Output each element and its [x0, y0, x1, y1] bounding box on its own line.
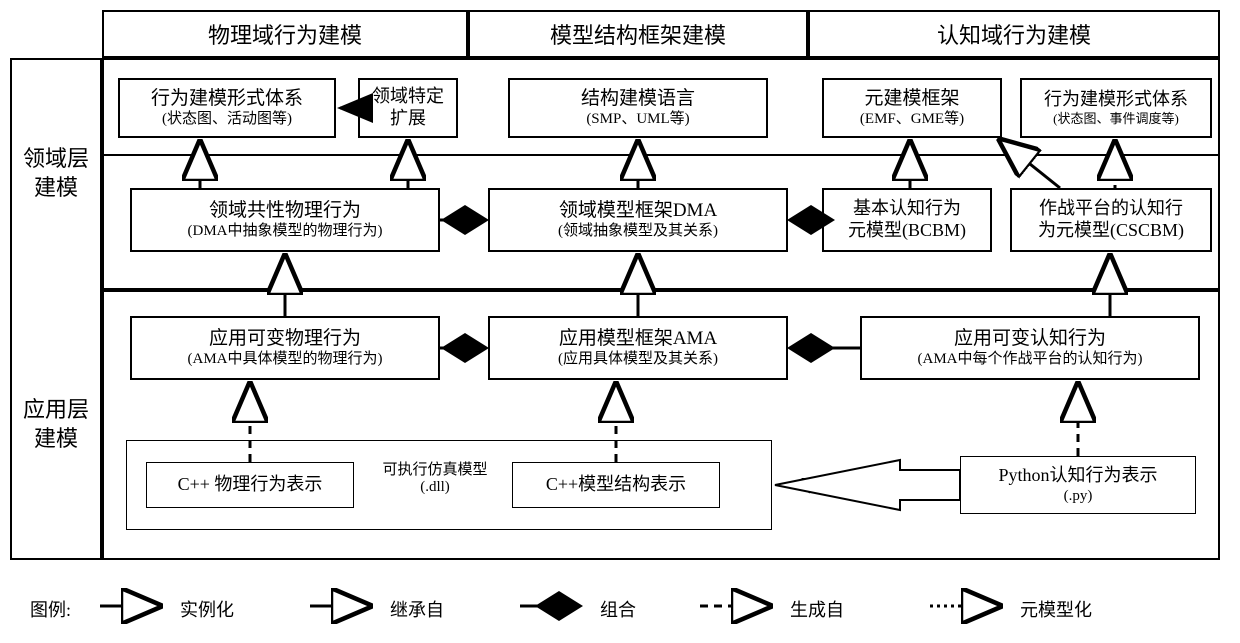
node-b4: 元建模框架 (EMF、GME等)	[822, 78, 1002, 138]
row-label-app: 应用层建模	[10, 290, 102, 560]
node-b1: 行为建模形式体系 (状态图、活动图等)	[118, 78, 336, 138]
b6-sub: (DMA中抽象模型的物理行为)	[188, 222, 383, 240]
row-label-domain-text: 领域层建模	[23, 145, 89, 202]
body-frame-row1-inner	[102, 154, 1220, 156]
b4-sub: (EMF、GME等)	[860, 110, 964, 128]
node-b6: 领域共性物理行为 (DMA中抽象模型的物理行为)	[130, 188, 440, 252]
b2-title: 领域特定扩展	[372, 86, 444, 129]
row-label-domain: 领域层建模	[10, 58, 102, 290]
legend-3: 组合	[600, 596, 636, 622]
node-b12: 应用可变认知行为 (AMA中每个作战平台的认知行为)	[860, 316, 1200, 380]
b15-sub: (.py)	[1064, 487, 1093, 505]
node-b11: 应用模型框架AMA (应用具体模型及其关系)	[488, 316, 788, 380]
b10-title: 应用可变物理行为	[209, 328, 361, 351]
row-label-app-text: 应用层建模	[23, 396, 89, 453]
b12-sub: (AMA中每个作战平台的认知行为)	[918, 350, 1143, 368]
legend-title: 图例:	[30, 596, 71, 622]
node-b10: 应用可变物理行为 (AMA中具体模型的物理行为)	[130, 316, 440, 380]
b3-title: 结构建模语言	[581, 88, 695, 111]
exec-label-s: (.dll)	[420, 479, 450, 495]
b12-title: 应用可变认知行为	[954, 328, 1106, 351]
node-b8: 基本认知行为元模型(BCBM)	[822, 188, 992, 252]
node-b9: 作战平台的认知行为元模型(CSCBM)	[1010, 188, 1212, 252]
b11-title: 应用模型框架AMA	[559, 328, 717, 351]
b5-title: 行为建模形式体系	[1044, 89, 1188, 111]
b11-sub: (应用具体模型及其关系)	[558, 350, 718, 368]
node-b14: C++模型结构表示	[512, 462, 720, 508]
b8-title: 基本认知行为元模型(BCBM)	[848, 198, 966, 241]
b14-title: C++模型结构表示	[546, 474, 686, 496]
node-b7: 领域模型框架DMA (领域抽象模型及其关系)	[488, 188, 788, 252]
header-col3-text: 认知域行为建模	[937, 18, 1091, 50]
b4-title: 元建模框架	[864, 88, 959, 111]
b7-sub: (领域抽象模型及其关系)	[558, 222, 718, 240]
node-b3: 结构建模语言 (SMP、UML等)	[508, 78, 768, 138]
legend-2: 继承自	[390, 596, 444, 622]
header-col1-text: 物理域行为建模	[208, 18, 362, 50]
dyn-combine-text: 动态组合	[800, 472, 872, 498]
node-b13: C++ 物理行为表示	[146, 462, 354, 508]
header-col2-text: 模型结构框架建模	[550, 18, 726, 50]
b1-sub: (状态图、活动图等)	[162, 110, 292, 128]
node-b5: 行为建模形式体系 (状态图、事件调度等)	[1020, 78, 1212, 138]
header-col1: 物理域行为建模	[102, 10, 468, 58]
b5-sub: (状态图、事件调度等)	[1053, 111, 1179, 127]
b7-title: 领域模型框架DMA	[559, 200, 717, 223]
b3-sub: (SMP、UML等)	[586, 110, 689, 128]
b6-title: 领域共性物理行为	[209, 200, 361, 223]
exec-label: 可执行仿真模型 (.dll)	[360, 458, 510, 496]
legend-4: 生成自	[790, 596, 844, 622]
header-col2: 模型结构框架建模	[468, 10, 808, 58]
b1-title: 行为建模形式体系	[151, 88, 303, 111]
b15-title: Python认知行为表示	[998, 465, 1157, 487]
legend-5: 元模型化	[1020, 596, 1092, 622]
legend-1: 实例化	[180, 596, 234, 622]
b13-title: C++ 物理行为表示	[178, 474, 323, 496]
exec-label-t: 可执行仿真模型	[382, 462, 487, 478]
node-b15: Python认知行为表示 (.py)	[960, 456, 1196, 514]
node-b2: 领域特定扩展	[358, 78, 458, 138]
header-col3: 认知域行为建模	[808, 10, 1220, 58]
b10-sub: (AMA中具体模型的物理行为)	[188, 350, 383, 368]
b9-title: 作战平台的认知行为元模型(CSCBM)	[1038, 198, 1184, 241]
